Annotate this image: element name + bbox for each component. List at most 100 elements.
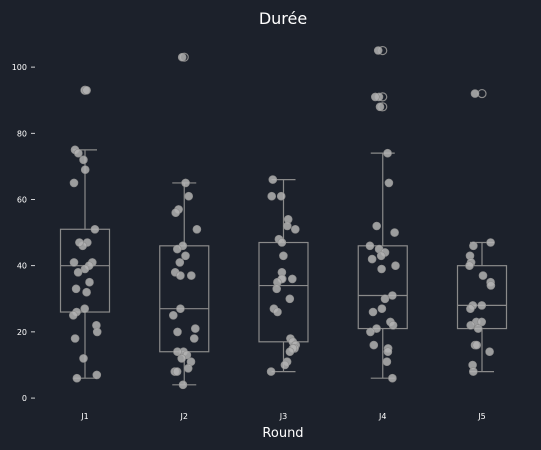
data-point	[287, 274, 297, 284]
data-point	[176, 271, 185, 280]
data-point	[366, 327, 375, 337]
data-point	[173, 327, 182, 337]
data-point	[176, 304, 185, 314]
data-point	[73, 267, 83, 277]
data-point	[468, 367, 478, 376]
data-point	[277, 238, 287, 247]
data-point	[367, 254, 377, 264]
x-tick-label: J1	[80, 412, 88, 421]
data-point	[486, 238, 495, 247]
iqr-box	[159, 245, 210, 353]
data-point	[382, 357, 392, 367]
data-point	[82, 287, 91, 297]
data-point	[370, 92, 380, 102]
data-point	[373, 46, 383, 55]
data-point	[192, 225, 202, 234]
data-point	[282, 221, 292, 231]
data-point	[391, 261, 400, 271]
data-point	[80, 264, 90, 274]
data-point	[285, 347, 295, 357]
data-point	[290, 225, 300, 234]
data-point	[177, 354, 186, 363]
y-tick-label: 80	[17, 129, 27, 138]
chart-title: Durée	[259, 9, 307, 28]
data-point	[485, 347, 494, 357]
data-point	[266, 367, 276, 376]
data-point	[377, 304, 387, 314]
x-tick-label: J4	[378, 412, 386, 421]
data-point	[365, 241, 375, 251]
data-point	[189, 334, 199, 343]
data-point	[369, 340, 379, 350]
y-tick-label: 40	[17, 262, 27, 271]
data-point	[184, 191, 193, 201]
data-point	[79, 354, 88, 363]
data-point	[173, 347, 182, 357]
data-point	[69, 310, 78, 320]
iqr-box	[357, 245, 408, 330]
data-point	[82, 86, 91, 95]
data-point	[375, 102, 385, 112]
data-point	[74, 148, 83, 158]
data-point	[267, 191, 277, 201]
data-point	[390, 228, 399, 237]
data-point	[171, 208, 180, 217]
x-tick-label: J5	[477, 412, 485, 421]
data-point	[173, 244, 182, 254]
data-point	[377, 264, 386, 274]
data-point	[477, 317, 487, 327]
data-point	[181, 178, 190, 188]
data-point	[469, 241, 478, 251]
x-tick-label: J3	[279, 412, 287, 421]
data-point	[486, 281, 496, 290]
x-axis-label: Round	[262, 426, 303, 441]
points-J4	[365, 46, 400, 383]
y-tick-label: 100	[12, 63, 27, 72]
data-point	[372, 221, 382, 231]
data-point	[470, 89, 480, 98]
box-plot-J2	[159, 52, 210, 386]
data-point	[72, 373, 82, 383]
data-point	[92, 370, 102, 380]
data-point	[478, 271, 488, 280]
data-point	[177, 52, 187, 62]
y-tick-label: 0	[22, 394, 27, 403]
data-point	[466, 320, 476, 330]
data-point	[466, 304, 475, 314]
data-point	[388, 291, 397, 300]
y-tick-label: 20	[17, 328, 27, 337]
data-point	[273, 307, 282, 317]
box-plot-J1	[59, 85, 111, 379]
points-J3	[266, 175, 301, 376]
data-point	[70, 334, 80, 343]
data-point	[191, 324, 200, 333]
data-point	[477, 301, 487, 310]
y-axis: 0 20 40 60 80 100	[12, 63, 35, 403]
data-point	[472, 340, 482, 350]
data-point	[172, 367, 182, 376]
data-point	[169, 310, 178, 320]
data-point	[383, 148, 392, 158]
points-J1	[69, 86, 102, 383]
data-point	[80, 304, 89, 314]
data-point	[473, 324, 483, 333]
data-point	[80, 165, 90, 174]
data-point	[280, 360, 290, 370]
data-point	[368, 307, 378, 317]
data-point	[181, 251, 190, 261]
data-point	[187, 271, 196, 280]
data-point	[79, 155, 88, 165]
boxes-layer	[59, 45, 508, 386]
data-point	[380, 294, 390, 304]
data-point	[376, 251, 386, 261]
data-point	[268, 175, 278, 184]
data-point	[388, 373, 397, 383]
data-point	[178, 380, 188, 390]
points-J2	[169, 52, 202, 390]
data-point	[279, 251, 288, 261]
data-point	[90, 225, 100, 234]
data-point	[384, 178, 394, 188]
data-point	[75, 238, 84, 247]
